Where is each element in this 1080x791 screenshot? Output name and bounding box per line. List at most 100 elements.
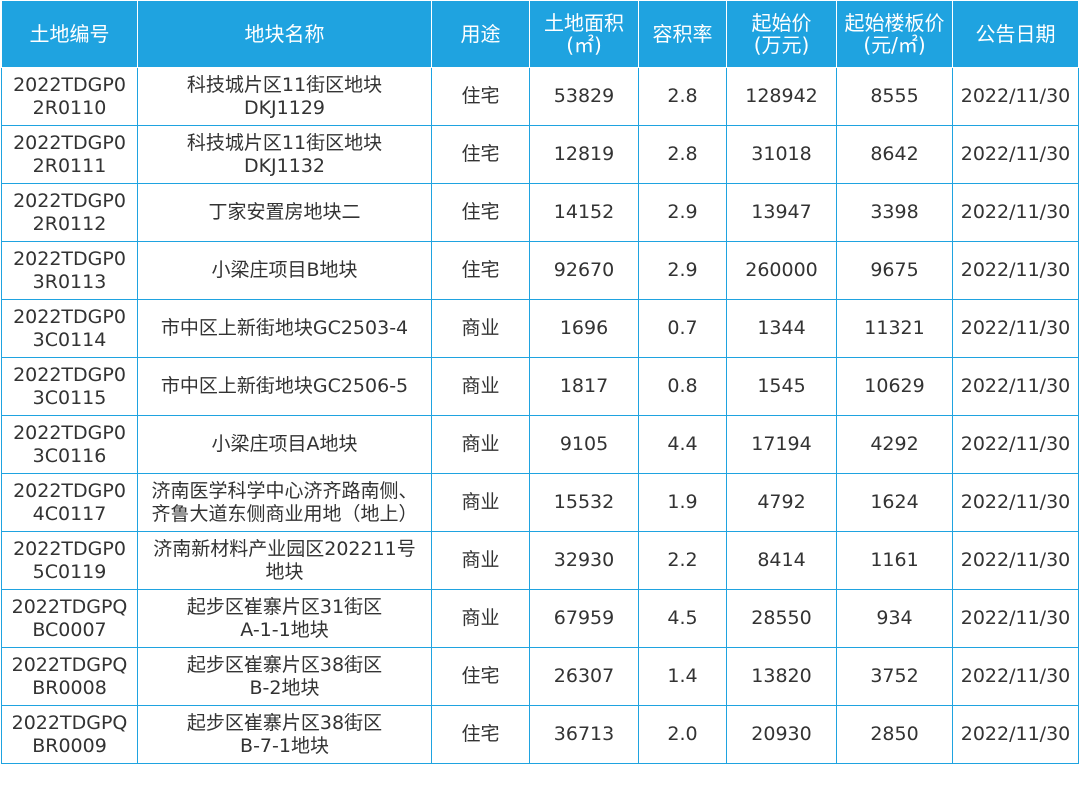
table-row: 2022TDGPQ BR0008 起步区崔寨片区38街区 B-2地块 住宅 26307… xyxy=(1,647,1079,706)
table-row: 2022TDGP0 2R0111 科技城片区11街区地块 DKJ1132 住宅 128… xyxy=(1,125,1079,184)
cell-floor-price: 10629 xyxy=(836,357,953,416)
cell-area: 92670 xyxy=(529,241,639,300)
cell-plot-ratio: 1.4 xyxy=(638,647,727,706)
cell-floor-price: 3752 xyxy=(836,647,953,706)
cell-plot-ratio: 4.4 xyxy=(638,415,727,474)
cell-area: 12819 xyxy=(529,125,639,184)
cell-floor-price: 934 xyxy=(836,589,953,648)
cell-floor-price: 8555 xyxy=(836,67,953,126)
cell-area: 67959 xyxy=(529,589,639,648)
cell-parcel-name: 起步区崔寨片区31街区 A-1-1地块 xyxy=(137,589,432,648)
cell-floor-price: 11321 xyxy=(836,299,953,358)
cell-area: 36713 xyxy=(529,705,639,764)
cell-start-price: 17194 xyxy=(726,415,837,474)
cell-announce-date: 2022/11/30 xyxy=(952,125,1079,184)
cell-start-price: 4792 xyxy=(726,473,837,532)
header-row: 土地编号 地块名称 用途 土地面积 (㎡) 容积率 起始价 (万元) 起始楼板价 (元/㎡)… xyxy=(1,0,1079,68)
cell-usage: 商业 xyxy=(431,473,530,532)
cell-start-price: 1344 xyxy=(726,299,837,358)
cell-area: 9105 xyxy=(529,415,639,474)
cell-usage: 住宅 xyxy=(431,183,530,242)
header-floor-price: 起始楼板价 (元/㎡) xyxy=(836,0,953,68)
header-parcel-name: 地块名称 xyxy=(137,0,432,68)
cell-land-code: 2022TDGP0 3C0116 xyxy=(1,415,138,474)
table-row: 2022TDGP0 5C0119 济南新材料产业园区202211号 地块 商业 329… xyxy=(1,531,1079,590)
header-plot-ratio: 容积率 xyxy=(638,0,727,68)
cell-plot-ratio: 2.9 xyxy=(638,241,727,300)
cell-land-code: 2022TDGP0 5C0119 xyxy=(1,531,138,590)
cell-usage: 住宅 xyxy=(431,125,530,184)
cell-announce-date: 2022/11/30 xyxy=(952,647,1079,706)
cell-floor-price: 1161 xyxy=(836,531,953,590)
cell-start-price: 20930 xyxy=(726,705,837,764)
cell-announce-date: 2022/11/30 xyxy=(952,531,1079,590)
cell-announce-date: 2022/11/30 xyxy=(952,415,1079,474)
cell-announce-date: 2022/11/30 xyxy=(952,183,1079,242)
header-announce-date: 公告日期 xyxy=(952,0,1079,68)
cell-floor-price: 9675 xyxy=(836,241,953,300)
cell-plot-ratio: 2.8 xyxy=(638,125,727,184)
table-row: 2022TDGP0 2R0112 丁家安置房地块二 住宅 14152 2.9 13947 3… xyxy=(1,183,1079,242)
cell-area: 15532 xyxy=(529,473,639,532)
cell-start-price: 128942 xyxy=(726,67,837,126)
header-area: 土地面积 (㎡) xyxy=(529,0,639,68)
cell-parcel-name: 小梁庄项目A地块 xyxy=(137,415,432,474)
cell-parcel-name: 市中区上新街地块GC2506-5 xyxy=(137,357,432,416)
cell-start-price: 8414 xyxy=(726,531,837,590)
cell-area: 26307 xyxy=(529,647,639,706)
cell-usage: 住宅 xyxy=(431,67,530,126)
table-row: 2022TDGPQ BC0007 起步区崔寨片区31街区 A-1-1地块 商业 679… xyxy=(1,589,1079,648)
cell-floor-price: 2850 xyxy=(836,705,953,764)
cell-floor-price: 8642 xyxy=(836,125,953,184)
cell-land-code: 2022TDGP0 2R0111 xyxy=(1,125,138,184)
cell-parcel-name: 起步区崔寨片区38街区 B-2地块 xyxy=(137,647,432,706)
cell-land-code: 2022TDGP0 3C0115 xyxy=(1,357,138,416)
cell-parcel-name: 科技城片区11街区地块 DKJ1129 xyxy=(137,67,432,126)
cell-floor-price: 4292 xyxy=(836,415,953,474)
cell-parcel-name: 济南新材料产业园区202211号 地块 xyxy=(137,531,432,590)
header-land-code: 土地编号 xyxy=(1,0,138,68)
table-row: 2022TDGP0 2R0110 科技城片区11街区地块 DKJ1129 住宅 538… xyxy=(1,67,1079,126)
cell-start-price: 13820 xyxy=(726,647,837,706)
cell-plot-ratio: 1.9 xyxy=(638,473,727,532)
cell-parcel-name: 丁家安置房地块二 xyxy=(137,183,432,242)
cell-announce-date: 2022/11/30 xyxy=(952,67,1079,126)
cell-plot-ratio: 0.7 xyxy=(638,299,727,358)
cell-area: 1696 xyxy=(529,299,639,358)
cell-parcel-name: 科技城片区11街区地块 DKJ1132 xyxy=(137,125,432,184)
cell-announce-date: 2022/11/30 xyxy=(952,589,1079,648)
table-row: 2022TDGPQ BR0009 起步区崔寨片区38街区 B-7-1地块 住宅 367… xyxy=(1,705,1079,764)
cell-land-code: 2022TDGP0 4C0117 xyxy=(1,473,138,532)
table-row: 2022TDGP0 3C0116 小梁庄项目A地块 商业 9105 4.4 17194 42… xyxy=(1,415,1079,474)
cell-land-code: 2022TDGP0 2R0110 xyxy=(1,67,138,126)
cell-announce-date: 2022/11/30 xyxy=(952,705,1079,764)
cell-floor-price: 1624 xyxy=(836,473,953,532)
cell-land-code: 2022TDGP0 3C0114 xyxy=(1,299,138,358)
header-start-price: 起始价 (万元) xyxy=(726,0,837,68)
table-row: 2022TDGP0 3C0114 市中区上新街地块GC2503-4 商业 1696 0.… xyxy=(1,299,1079,358)
cell-floor-price: 3398 xyxy=(836,183,953,242)
cell-parcel-name: 济南医学科学中心济齐路南侧、 齐鲁大道东侧商业用地（地上） xyxy=(137,473,432,532)
cell-plot-ratio: 2.9 xyxy=(638,183,727,242)
cell-land-code: 2022TDGPQ BR0008 xyxy=(1,647,138,706)
table-body: 2022TDGP0 2R0110 科技城片区11街区地块 DKJ1129 住宅 538… xyxy=(1,67,1079,764)
cell-area: 14152 xyxy=(529,183,639,242)
cell-usage: 商业 xyxy=(431,531,530,590)
cell-parcel-name: 市中区上新街地块GC2503-4 xyxy=(137,299,432,358)
cell-start-price: 28550 xyxy=(726,589,837,648)
cell-plot-ratio: 2.0 xyxy=(638,705,727,764)
cell-start-price: 13947 xyxy=(726,183,837,242)
cell-usage: 商业 xyxy=(431,357,530,416)
cell-announce-date: 2022/11/30 xyxy=(952,299,1079,358)
cell-usage: 住宅 xyxy=(431,705,530,764)
cell-land-code: 2022TDGP0 3R0113 xyxy=(1,241,138,300)
cell-usage: 商业 xyxy=(431,299,530,358)
cell-start-price: 260000 xyxy=(726,241,837,300)
cell-land-code: 2022TDGPQ BR0009 xyxy=(1,705,138,764)
cell-usage: 商业 xyxy=(431,589,530,648)
cell-area: 1817 xyxy=(529,357,639,416)
table-row: 2022TDGP0 3R0113 小梁庄项目B地块 住宅 92670 2.9 260000… xyxy=(1,241,1079,300)
table-row: 2022TDGP0 3C0115 市中区上新街地块GC2506-5 商业 1817 0.… xyxy=(1,357,1079,416)
cell-plot-ratio: 2.2 xyxy=(638,531,727,590)
cell-usage: 住宅 xyxy=(431,647,530,706)
